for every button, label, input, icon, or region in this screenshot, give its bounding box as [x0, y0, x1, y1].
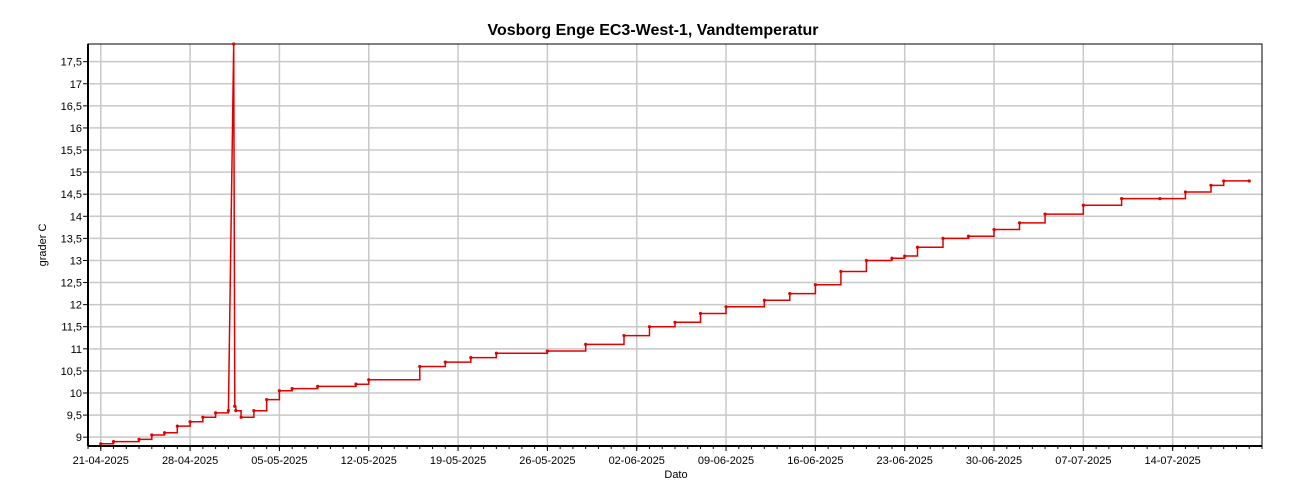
- data-point: [915, 245, 920, 249]
- data-point: [494, 351, 498, 355]
- y-tick-label: 15: [70, 167, 82, 179]
- data-point: [277, 389, 282, 393]
- data-point: [232, 42, 236, 46]
- data-point: [354, 382, 358, 386]
- y-tick-label: 13,5: [61, 233, 82, 245]
- data-point: [137, 437, 141, 441]
- data-point: [864, 258, 869, 263]
- y-tick-label: 17: [70, 79, 82, 91]
- x-tick-label: 21-04-2025: [73, 455, 129, 467]
- y-tick-label: 9: [76, 432, 82, 444]
- data-point: [966, 234, 971, 238]
- x-tick-label: 23-06-2025: [877, 455, 933, 467]
- data-point: [762, 298, 766, 302]
- data-point: [941, 236, 945, 240]
- data-point: [469, 356, 473, 360]
- data-point: [584, 342, 588, 346]
- series-layer: [99, 42, 1251, 446]
- data-point: [1043, 212, 1047, 216]
- data-point: [233, 404, 237, 408]
- data-point: [1120, 197, 1124, 201]
- data-point: [1081, 203, 1085, 207]
- data-point: [418, 364, 422, 369]
- x-axis-ticks: 21-04-2025 28-04-2025 05-05-2025 12-05-2025…: [73, 446, 1263, 467]
- x-tick-label: 19-05-2025: [430, 455, 486, 467]
- data-point: [698, 311, 703, 316]
- x-tick-label: 26-05-2025: [519, 455, 575, 467]
- data-point: [788, 291, 792, 296]
- y-tick-label: 17,5: [61, 57, 82, 69]
- data-point: [622, 333, 626, 338]
- y-tick-label: 16: [70, 123, 82, 135]
- x-axis-label: Dato: [664, 469, 687, 481]
- data-point: [647, 325, 652, 329]
- data-point: [252, 409, 256, 413]
- data-point: [443, 360, 447, 364]
- x-tick-label: 28-04-2025: [162, 455, 218, 467]
- x-tick-label: 30-06-2025: [966, 455, 1022, 467]
- data-point: [316, 384, 320, 388]
- data-point: [99, 442, 103, 446]
- data-point: [673, 320, 677, 324]
- grid: [88, 44, 1262, 446]
- plot-area-border: [87, 43, 1263, 447]
- data-point: [890, 256, 894, 260]
- data-point: [201, 415, 205, 419]
- data-point: [545, 349, 549, 353]
- x-tick-label: 09-06-2025: [698, 455, 754, 467]
- data-point: [290, 386, 294, 391]
- x-tick-label: 05-05-2025: [251, 455, 307, 467]
- y-tick-label: 12,5: [61, 278, 82, 290]
- data-point: [813, 283, 817, 287]
- y-axis-label: grader C: [37, 224, 49, 267]
- data-point: [1209, 183, 1213, 187]
- data-point: [214, 411, 218, 415]
- data-point: [226, 409, 230, 413]
- data-point: [1158, 197, 1162, 201]
- y-tick-label: 13: [70, 255, 82, 267]
- y-tick-label: 14,5: [61, 189, 82, 201]
- data-point: [111, 439, 116, 444]
- x-tick-label: 16-06-2025: [787, 455, 843, 467]
- data-point: [239, 415, 243, 419]
- data-point: [1222, 179, 1226, 183]
- chart-title: Vosborg Enge EC3-West-1, Vandtemperatur: [487, 22, 818, 39]
- y-tick-label: 11: [71, 344, 82, 356]
- data-point: [150, 433, 154, 437]
- y-tick-label: 11,5: [61, 322, 82, 334]
- data-point: [367, 378, 371, 382]
- x-tick-label: 02-06-2025: [609, 455, 665, 467]
- x-tick-label: 07-07-2025: [1055, 455, 1111, 467]
- data-point: [234, 409, 238, 413]
- data-point: [724, 305, 728, 309]
- data-point: [162, 431, 167, 435]
- data-point: [175, 424, 179, 428]
- y-tick-label: 10: [70, 388, 82, 400]
- data-point: [1247, 179, 1251, 183]
- data-point: [1017, 221, 1022, 225]
- y-tick-label: 9,5: [67, 410, 82, 422]
- series-line-0: [100, 43, 1250, 445]
- data-point: [265, 398, 269, 402]
- data-point: [839, 269, 843, 274]
- y-tick-label: 12: [70, 300, 82, 312]
- y-axis-ticks: 9 9,5 10 10,5 11 11,5 12 12,5 13 13,5 14 14,5 15 15,5…: [61, 57, 88, 444]
- data-point: [188, 420, 192, 424]
- data-point: [1183, 190, 1188, 194]
- x-tick-label: 14-07-2025: [1145, 455, 1201, 467]
- y-tick-label: 15,5: [61, 145, 82, 157]
- x-tick-label: 12-05-2025: [341, 455, 397, 467]
- data-point: [903, 254, 907, 258]
- y-tick-label: 16,5: [61, 101, 82, 113]
- data-point: [992, 227, 996, 232]
- y-tick-label: 14: [70, 211, 82, 223]
- y-tick-label: 10,5: [61, 366, 82, 378]
